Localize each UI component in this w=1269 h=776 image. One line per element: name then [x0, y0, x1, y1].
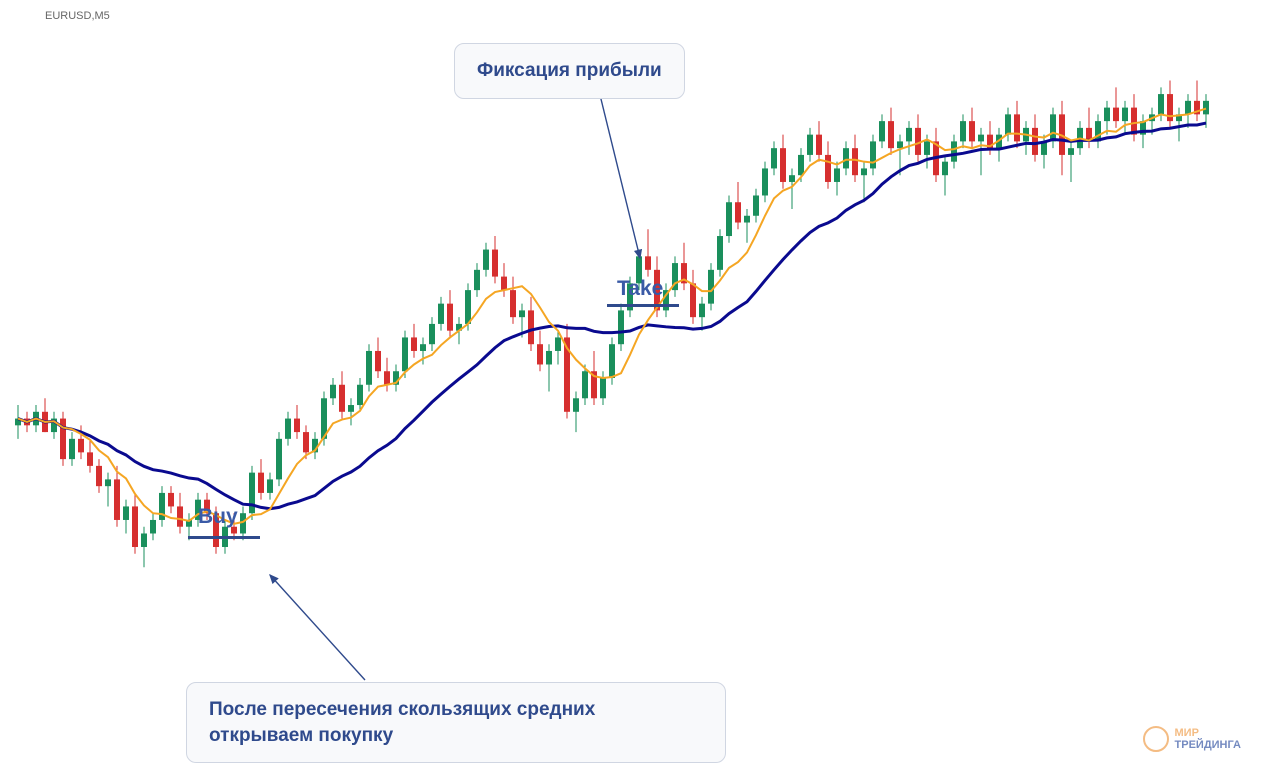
callout-take-profit: Фиксация прибыли: [454, 43, 685, 99]
marker-buy-line: [188, 536, 260, 539]
label-take: Take: [617, 277, 663, 301]
candlestick-chart: [0, 0, 1269, 776]
marker-take-line: [607, 304, 679, 307]
callout-buy-signal: После пересечения скользящих средних отк…: [186, 682, 726, 763]
watermark-text: МИР ТРЕЙДИНГА: [1175, 727, 1241, 751]
watermark-icon: [1143, 726, 1169, 752]
watermark: МИР ТРЕЙДИНГА: [1143, 726, 1241, 752]
label-buy: Buy: [198, 505, 238, 529]
